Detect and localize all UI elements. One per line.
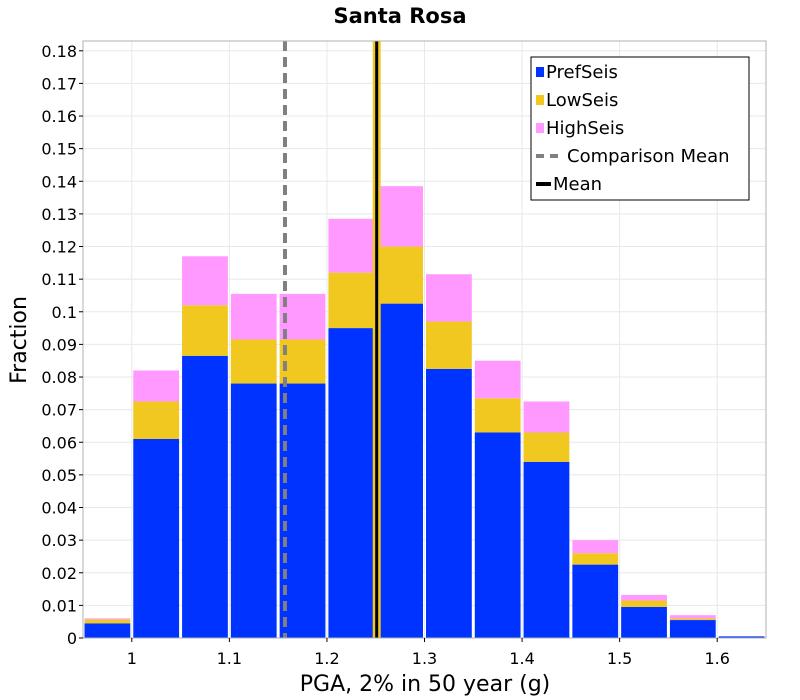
y-tick-label: 0.05 — [41, 466, 77, 485]
y-tick-label: 0.14 — [41, 172, 77, 191]
x-tick-label: 1.6 — [704, 649, 729, 668]
legend-box — [530, 56, 750, 201]
legend-swatch-highseis — [536, 123, 544, 133]
bar-prefseis-6 — [377, 303, 423, 638]
legend-label: Comparison Mean — [567, 146, 730, 167]
bar-prefseis-4 — [279, 383, 326, 638]
bar-prefseis-13 — [718, 636, 765, 638]
x-tick-label: 1.5 — [607, 649, 632, 668]
bar-highseis-3 — [230, 293, 277, 340]
y-axis-title: Fraction — [7, 296, 32, 384]
bar-lowseis-10 — [572, 553, 619, 565]
y-tick-label: 0.01 — [41, 596, 77, 615]
x-tick-label: 1.4 — [509, 649, 534, 668]
bar-lowseis-9 — [523, 432, 570, 462]
reference-lines — [282, 41, 381, 638]
bar-highseis-1 — [133, 370, 180, 402]
bar-highseis-2 — [182, 256, 228, 306]
bar-prefseis-10 — [572, 564, 619, 638]
bar-lowseis-0 — [84, 619, 131, 624]
legend-label: HighSeis — [546, 118, 624, 139]
x-tick-label: 1.3 — [412, 649, 437, 668]
bar-highseis-11 — [621, 594, 667, 601]
y-tick-label: 0.17 — [41, 74, 77, 93]
bar-highseis-0 — [84, 618, 131, 620]
y-tick-label: 0.04 — [41, 499, 77, 518]
legend-swatch-lowseis — [536, 95, 544, 105]
x-tick-label: 1 — [127, 649, 137, 668]
y-tick-label: 0.06 — [41, 433, 77, 452]
y-tick-label: 0.07 — [41, 401, 77, 420]
bar-lowseis-7 — [426, 321, 472, 369]
y-tick-label: 0.08 — [41, 368, 77, 387]
bar-lowseis-2 — [182, 305, 228, 356]
x-axis-title: PGA, 2% in 50 year (g) — [300, 672, 551, 697]
y-tick-label: 0.12 — [41, 238, 77, 257]
y-tick-label: 0.1 — [52, 303, 77, 322]
bar-prefseis-7 — [426, 368, 472, 638]
y-tick-label: 0.09 — [41, 335, 77, 354]
bar-prefseis-3 — [230, 383, 277, 638]
x-tick-label: 1.1 — [217, 649, 242, 668]
y-tick-label: 0.11 — [41, 270, 77, 289]
bar-lowseis-11 — [621, 600, 667, 608]
bar-lowseis-12 — [669, 618, 716, 621]
y-tick-label: 0.16 — [41, 107, 77, 126]
bar-lowseis-6 — [377, 246, 423, 304]
x-axis-ticks: 1 1.1 1.2 1.3 1.4 1.5 1.6 — [127, 638, 730, 668]
legend-label: Mean — [553, 174, 602, 195]
bar-prefseis-11 — [621, 607, 667, 638]
legend-label: LowSeis — [546, 90, 618, 111]
bar-lowseis-3 — [230, 339, 277, 384]
y-tick-label: 0.15 — [41, 140, 77, 159]
bars — [84, 186, 765, 638]
legend-label: PrefSeis — [546, 62, 618, 83]
bar-prefseis-5 — [328, 328, 375, 638]
legend-swatch-prefseis — [536, 67, 544, 77]
bar-highseis-10 — [572, 540, 619, 554]
bar-highseis-4 — [279, 293, 326, 340]
y-tick-label: 0.03 — [41, 531, 77, 550]
bar-highseis-7 — [426, 274, 472, 322]
x-tick-label: 1.2 — [314, 649, 339, 668]
bar-lowseis-1 — [133, 401, 180, 439]
bar-prefseis-1 — [133, 439, 180, 638]
bar-highseis-9 — [523, 401, 570, 433]
bar-prefseis-8 — [474, 432, 521, 638]
bar-highseis-8 — [474, 360, 521, 399]
bar-highseis-6 — [377, 186, 423, 247]
bar-prefseis-0 — [84, 623, 131, 638]
bar-prefseis-12 — [669, 620, 716, 638]
bar-prefseis-2 — [182, 355, 228, 638]
bar-lowseis-5 — [328, 272, 375, 329]
y-tick-label: 0 — [67, 629, 77, 648]
y-tick-label: 0.02 — [41, 564, 77, 583]
chart-title: Santa Rosa — [333, 4, 466, 28]
bar-lowseis-4 — [279, 339, 326, 384]
y-tick-label: 0.13 — [41, 205, 77, 224]
bar-lowseis-8 — [474, 398, 521, 433]
y-tick-label: 0.18 — [41, 42, 77, 61]
bar-highseis-12 — [669, 615, 716, 619]
bar-prefseis-9 — [523, 461, 570, 638]
y-axis-ticks: 0 0.01 0.02 0.03 0.04 0.05 0.06 0.07 0.08 0.09 0.1… — [41, 42, 83, 648]
legend: PrefSeis LowSeis HighSeis Comparison Mean Me… — [530, 56, 750, 201]
bar-highseis-5 — [328, 218, 375, 273]
